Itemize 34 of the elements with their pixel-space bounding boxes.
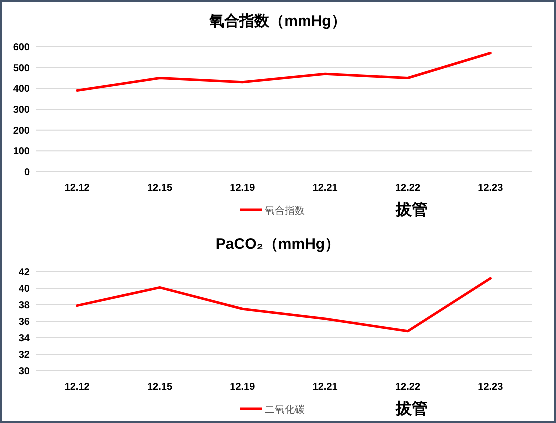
legend-label: 氧合指数 bbox=[265, 205, 305, 217]
y-tick-label: 300 bbox=[13, 105, 30, 116]
x-tick-label: 12.15 bbox=[147, 183, 173, 194]
y-tick-label: 40 bbox=[18, 284, 30, 295]
y-tick-label: 32 bbox=[18, 350, 30, 361]
x-tick-label: 12.22 bbox=[395, 382, 421, 393]
y-tick-label: 36 bbox=[18, 317, 30, 328]
x-tick-label: 12.21 bbox=[312, 382, 338, 393]
x-tick-label: 12.12 bbox=[64, 183, 90, 194]
x-tick-label: 12.23 bbox=[478, 183, 504, 194]
y-tick-label: 0 bbox=[24, 168, 30, 178]
y-tick-label: 500 bbox=[13, 63, 30, 74]
x-tick-label: 12.15 bbox=[147, 382, 173, 393]
y-tick-label: 200 bbox=[13, 126, 30, 137]
x-tick-label: 12.19 bbox=[230, 382, 256, 393]
text: 拔管 bbox=[395, 201, 428, 219]
x-tick-label: 12.22 bbox=[395, 183, 421, 194]
y-tick-label: 400 bbox=[13, 84, 30, 96]
y-tick-label: 42 bbox=[18, 268, 30, 278]
chart-title: 氧合指数（mmHg） bbox=[208, 13, 346, 30]
text: 拔管 bbox=[395, 400, 428, 418]
y-tick-label: 30 bbox=[18, 366, 30, 378]
x-tick-label: 12.23 bbox=[478, 382, 504, 393]
x-tick-label: 12.19 bbox=[230, 183, 256, 194]
x-tick-label: 12.12 bbox=[64, 382, 90, 393]
y-tick-label: 100 bbox=[13, 146, 30, 158]
legend-label: 二氧化碳 bbox=[265, 404, 305, 416]
x-tick-label: 12.21 bbox=[312, 183, 338, 194]
y-tick-label: 34 bbox=[18, 334, 30, 344]
chart-title: PaCO₂（mmHg） bbox=[216, 236, 340, 253]
line-series bbox=[76, 52, 492, 92]
y-tick-label: 38 bbox=[18, 300, 30, 312]
y-tick-label: 600 bbox=[13, 42, 30, 54]
line-series bbox=[76, 277, 492, 333]
